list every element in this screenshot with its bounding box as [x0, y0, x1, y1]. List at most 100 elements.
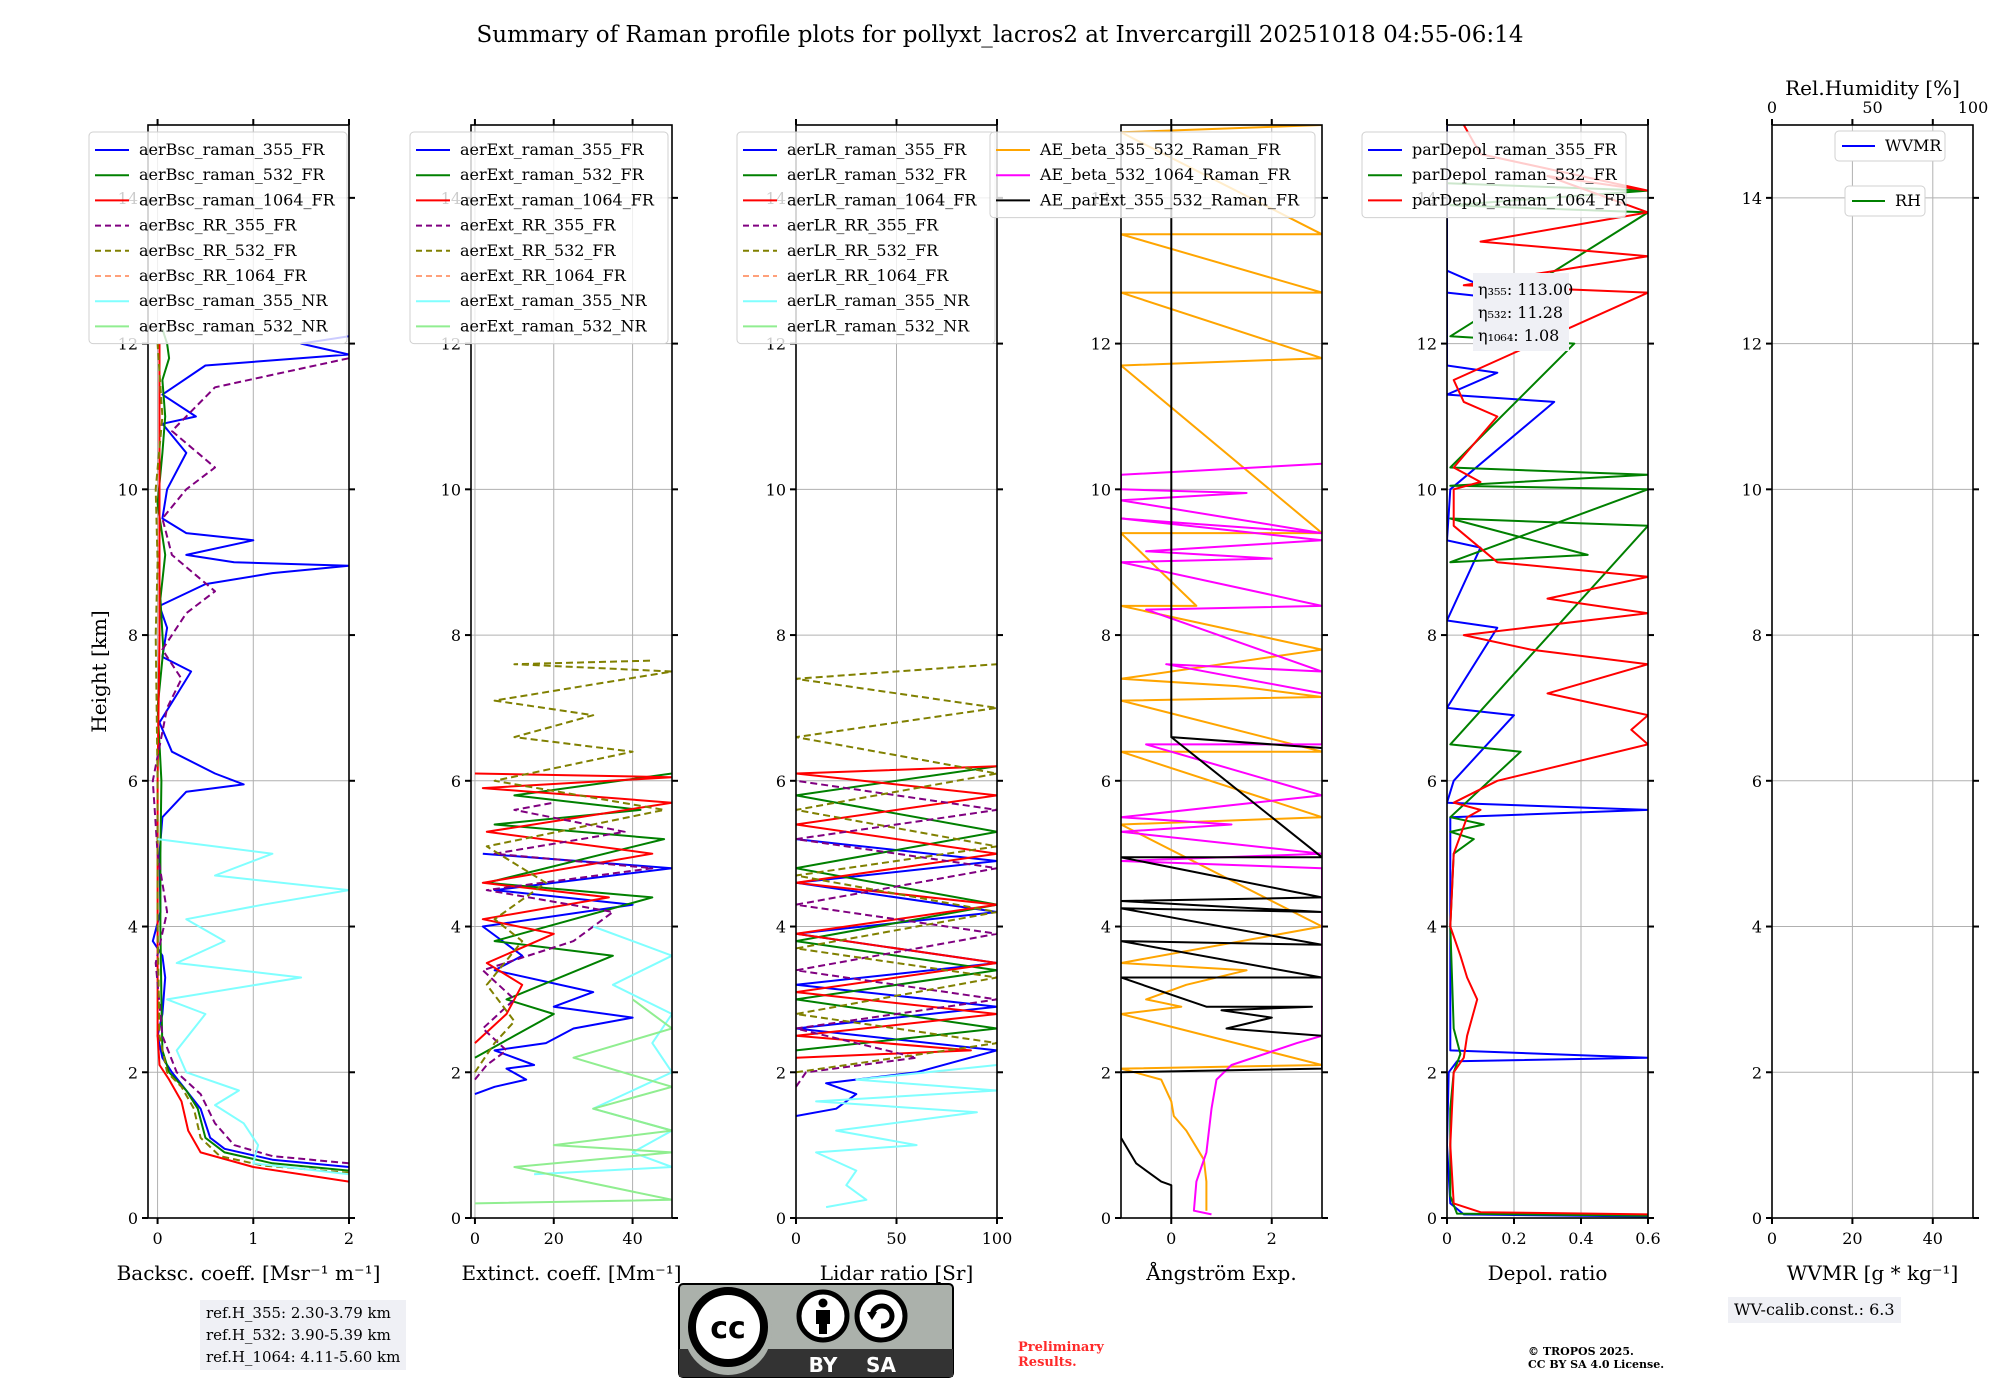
series-group [474, 659, 672, 1205]
legend-label: aerLR_raman_532_FR [787, 165, 967, 184]
y-tick-label: 0 [776, 1209, 786, 1228]
x-tick-label: 0 [1767, 1229, 1777, 1248]
y-tick-label: 2 [128, 1063, 138, 1082]
series-line-parDepol_raman_355_FR [1447, 125, 1648, 1218]
legend-label: parDepol_raman_355_FR [1412, 140, 1618, 159]
x-tick-label: 0 [1166, 1229, 1176, 1248]
legend: AE_beta_355_532_Raman_FR AE_beta_532_1064… [989, 131, 1316, 219]
copyright-line-1: © TROPOS 2025. [1528, 1345, 1634, 1358]
series-line-aerExt_raman_1064_FR [474, 772, 672, 1044]
x-top-axis-label: Rel.Humidity [%] [1785, 76, 1960, 100]
wv-calibration-box: WV-calib.const.: 6.3 [1728, 1297, 1901, 1323]
legend-label: aerExt_RR_1064_FR [460, 266, 627, 285]
y-tick-label: 4 [776, 918, 786, 937]
y-tick-label: 8 [128, 626, 138, 645]
x-axis-label: Ångström Exp. [1145, 1260, 1296, 1285]
legend-label: aerBsc_raman_532_FR [139, 165, 325, 184]
axes-frame [1771, 124, 1974, 1219]
x-axis-label: Extinct. coeff. [Mm⁻¹] [461, 1261, 681, 1285]
legend-label: AE_parExt_355_532_Raman_FR [1039, 190, 1300, 209]
y-tick-label: 10 [118, 480, 138, 499]
y-tick-label: 8 [776, 626, 786, 645]
y-tick-label: 12 [1091, 335, 1111, 354]
legend-wvmr: WVMR [1834, 130, 1946, 162]
series-line-AE_beta_532_1064_Raman_FR [1121, 462, 1322, 1216]
x-tick-label: 0 [791, 1229, 801, 1248]
y-tick-label: 10 [1742, 480, 1762, 499]
cc-label: cc [710, 1311, 746, 1346]
x-tick-label: 0.2 [1501, 1229, 1526, 1248]
y-tick-label: 2 [776, 1063, 786, 1082]
x-tick-label: 40 [622, 1229, 642, 1248]
panel-ext: 0204002468101214Extinct. coeff. [Mm⁻¹]ae… [409, 119, 682, 1285]
y-axis-label: Height [km] [87, 610, 111, 732]
legend-label: aerExt_raman_1064_FR [460, 190, 655, 209]
series-line-aerBsc_raman_355_NR [157, 838, 349, 1176]
legend-label: aerExt_raman_355_FR [460, 140, 645, 159]
legend-rh: RH [1844, 185, 1926, 217]
y-tick-label: 2 [1101, 1063, 1111, 1082]
legend-label: aerExt_raman_355_NR [460, 291, 648, 310]
axes-frame [470, 124, 673, 1219]
x-tick-label: 0 [1442, 1229, 1452, 1248]
x-top-tick-label: 0 [1767, 98, 1777, 117]
annotation-frame [1473, 273, 1569, 351]
series-group [1121, 125, 1322, 1218]
x-tick-label: 0 [470, 1229, 480, 1248]
y-tick-label: 4 [1752, 918, 1762, 937]
y-tick-label: 2 [1427, 1063, 1437, 1082]
series-line-aerLR_RR_532_FR [796, 663, 997, 1074]
series-line-AE_beta_355_532_Raman_FR [1121, 125, 1322, 1211]
x-tick-label: 0.6 [1635, 1229, 1660, 1248]
y-tick-label: 8 [451, 626, 461, 645]
panel-wv: 0 20 40 0 2 4 6 8 10 12 14 WVMR [g * kg⁻¹] 0 50 100Rel… [1742, 76, 1989, 1285]
legend-label: aerExt_raman_532_FR [460, 165, 645, 184]
legend-label: aerLR_raman_355_FR [787, 140, 967, 159]
preliminary-line-1: Preliminary [1018, 1340, 1104, 1355]
legend-label: RH [1895, 191, 1921, 210]
y-tick-label: 4 [1101, 918, 1111, 937]
legend-frame [409, 131, 669, 345]
series-group [796, 663, 997, 1209]
copyright-note: © TROPOS 2025. CC BY SA 4.0 License. [1528, 1345, 1664, 1371]
y-tick-label: 4 [128, 918, 138, 937]
legend-label: aerBsc_RR_532_FR [139, 241, 297, 260]
legend-label: aerExt_RR_355_FR [460, 216, 617, 235]
annotation-line: η₅₃₂: 11.28 [1478, 303, 1563, 322]
annotation-line: η₁₀₆₄: 1.08 [1478, 326, 1559, 345]
y-tick-label: 8 [1101, 626, 1111, 645]
series-line-aerExt_raman_355_NR [534, 925, 672, 1176]
legend-label: aerLR_raman_1064_FR [787, 190, 977, 209]
y-tick-label: 4 [1427, 918, 1437, 937]
y-tick-label: 2 [1752, 1063, 1762, 1082]
legend-frame [88, 131, 348, 345]
legend: aerLR_raman_355_FR aerLR_raman_532_FR aerL… [736, 131, 996, 345]
legend-label: aerBsc_raman_355_NR [139, 291, 328, 310]
series-line-aerExt_raman_355_FR [474, 852, 672, 1096]
axes-frame [147, 124, 350, 1219]
sa-label: SA [866, 1353, 896, 1377]
y-tick-label: 8 [1427, 626, 1437, 645]
series-line-aerLR_RR_355_FR [796, 779, 997, 1088]
series-line-parDepol_raman_1064_FR [1449, 125, 1648, 1216]
x-tick-label: 0 [152, 1229, 162, 1248]
series-line-aerLR_raman_1064_FR [796, 765, 997, 1059]
x-tick-label: 20 [1842, 1229, 1862, 1248]
x-top-tick-label: 100 [1958, 98, 1989, 117]
y-tick-label: 0 [1427, 1209, 1437, 1228]
y-tick-label: 4 [451, 918, 461, 937]
legend-label: aerExt_raman_532_NR [460, 316, 648, 335]
legend-label: AE_beta_355_532_Raman_FR [1039, 140, 1281, 159]
series-line-aerExt_raman_532_FR [474, 772, 672, 1059]
y-tick-label: 6 [1427, 772, 1437, 791]
annotation-line: η₃₅₅: 113.00 [1478, 280, 1573, 299]
legend-label: parDepol_raman_1064_FR [1412, 190, 1628, 209]
x-axis-label: Lidar ratio [Sr] [820, 1261, 974, 1285]
legend-label: aerLR_RR_532_FR [787, 241, 939, 260]
axes-frame [1120, 124, 1323, 1219]
ref-height-355: ref.H_355: 2.30-3.79 km [206, 1304, 391, 1322]
x-tick-label: 2 [344, 1229, 354, 1248]
y-tick-label: 10 [766, 480, 786, 499]
attribution-person-icon [796, 1289, 850, 1343]
